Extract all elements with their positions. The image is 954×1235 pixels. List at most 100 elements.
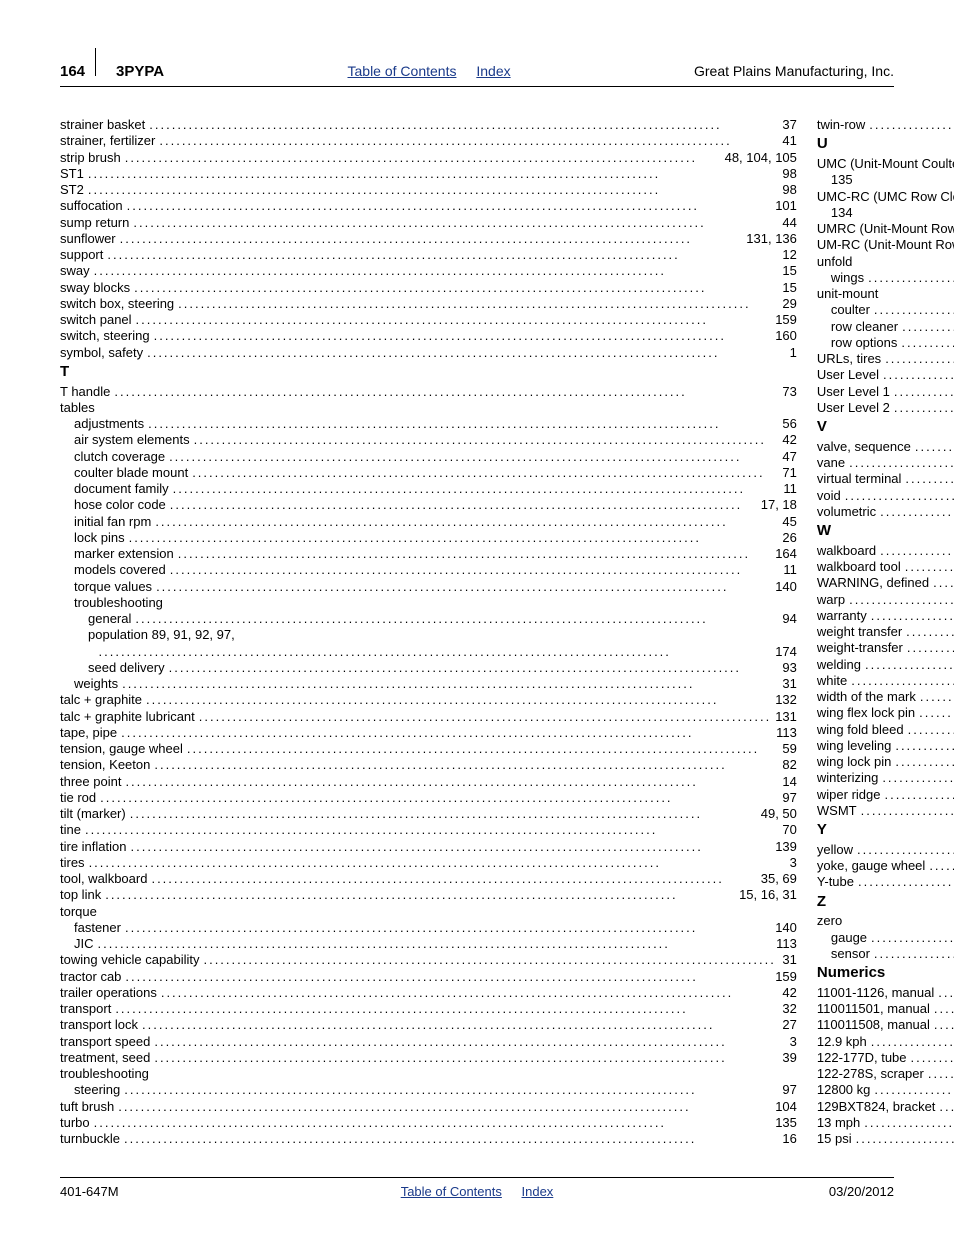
index-term: hose color code [74,497,166,513]
index-term: User Level [817,367,879,383]
index-term: ST2 [60,182,84,198]
index-entry: wiper ridge106 [817,787,954,803]
index-term: wing lock pin [817,754,891,770]
index-link[interactable]: Index [476,63,510,79]
index-entry: support12 [60,247,797,263]
index-pages: 94 [782,611,796,627]
index-entry: WSMT42, 43 [817,803,954,819]
index-term: vane [817,455,845,471]
index-entry: User Level57 [817,367,954,383]
leader-dots [915,439,954,455]
index-term: 122-177D, tube [817,1050,907,1066]
header-divider [95,48,96,76]
leader-dots [98,936,773,952]
index-term: gauge [831,930,867,946]
leader-dots [99,644,772,660]
index-entry: general94 [60,611,797,627]
index-term: top link [60,887,101,903]
index-term: row cleaner [831,319,898,335]
index-column-1: strainer basket37strainer, fertilizer41s… [60,117,797,1147]
index-pages: 174 [775,644,797,660]
leader-dots [908,722,954,738]
index-term: 13 mph [817,1115,860,1131]
index-pages: 131 [775,709,797,725]
index-entry: 129BXT824, bracket167 [817,1099,954,1115]
index-entry: strainer, fertilizer41 [60,133,797,149]
index-entry: URLs, tires139 [817,351,954,367]
index-term: treatment, seed [60,1050,150,1066]
index-entry: void101 [817,488,954,504]
index-entry: UM-RC (Unit-Mount Row Cleaner) ....134 [817,237,954,253]
leader-dots [125,920,771,936]
leader-dots [871,1034,954,1050]
index-entry: talc + graphite132 [60,692,797,708]
index-pages: 131, 136 [746,231,797,247]
index-term: tension, gauge wheel [60,741,183,757]
index-entry: document family11 [60,481,797,497]
index-entry: strip brush48, 104, 105 [60,150,797,166]
leader-dots [149,117,778,133]
leader-dots [124,1082,778,1098]
leader-dots [934,1017,954,1033]
toc-link-footer[interactable]: Table of Contents [401,1184,502,1199]
leader-dots [845,488,954,504]
index-term: support [60,247,103,263]
index-term: wing leveling [817,738,891,754]
index-entry: tire inflation139 [60,839,797,855]
index-entry: tilt (marker)49, 50 [60,806,797,822]
index-term: 12.9 kph [817,1034,867,1050]
toc-link[interactable]: Table of Contents [348,63,457,79]
index-term: tape, pipe [60,725,117,741]
leader-dots [107,247,778,263]
index-term: marker extension [74,546,174,562]
index-link-footer[interactable]: Index [522,1184,554,1199]
index-term: UM-RC (Unit-Mount Row Cleaner) [817,237,954,253]
leader-dots [928,1066,954,1082]
index-entry: towing vehicle capability31 [60,952,797,968]
index-term: UMRC (Unit-Mount Row Cleaner) [817,221,954,237]
index-term: wing flex lock pin [817,705,915,721]
index-entry-plain: 135 [817,172,954,188]
index-term: strainer basket [60,117,145,133]
index-entry: hose color code 17, 18 [60,497,797,513]
index-entry: virtual terminal159 [817,471,954,487]
index-section-letter: Z [817,893,954,912]
index-term: 11001-1126, manual [817,985,934,1001]
index-entry: weight-transfer15 [817,640,954,656]
index-term: turbo [60,1115,90,1131]
leader-dots [865,657,954,673]
index-entry: wing leveling162 [817,738,954,754]
index-entry: fastener140 [60,920,797,936]
leader-dots [920,689,954,705]
index-entry: gauge88 [817,930,954,946]
index-pages: 3 [790,1034,797,1050]
leader-dots [129,530,779,546]
index-entry: ST198 [60,166,797,182]
index-pages: 3 [790,855,797,871]
index-section-letter: W [817,522,954,541]
index-entry: UMRC (Unit-Mount Row Cleaner) ....70 [817,221,954,237]
index-pages: 97 [782,1082,796,1098]
index-entry: symbol, safety1 [60,345,797,361]
leader-dots [120,231,743,247]
leader-dots [938,985,954,1001]
index-section-letter: Numerics [817,964,954,983]
index-section-letter: V [817,418,954,437]
index-term: sunflower [60,231,116,247]
index-pages: 140 [775,579,797,595]
index-entry-plain: torque [60,904,797,920]
index-column-2: twin-row81UUMC (Unit-Mount Coulter) .. 7… [817,117,954,1147]
index-pages: 82 [782,757,796,773]
index-entry: tension, Keeton82 [60,757,797,773]
index-pages: 160 [775,328,797,344]
index-pages: 17, 18 [761,497,797,513]
leader-dots [880,504,954,520]
index-entry: tractor cab159 [60,969,797,985]
index-term: valve, sequence [817,439,911,455]
index-entry: transport speed3 [60,1034,797,1050]
index-entry: switch box, steering29 [60,296,797,312]
leader-dots [105,887,735,903]
leader-dots [134,280,778,296]
leader-dots [130,806,757,822]
leader-dots [929,858,954,874]
